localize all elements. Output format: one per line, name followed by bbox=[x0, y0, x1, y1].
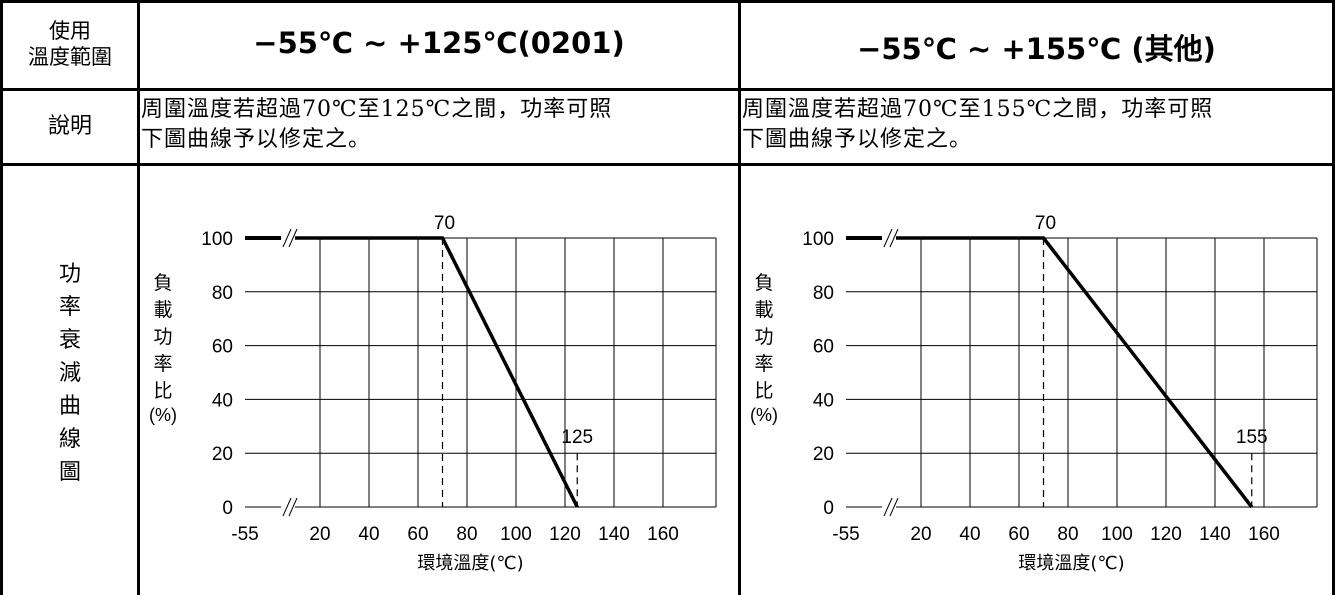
vertical-label-char: 線 bbox=[58, 427, 81, 452]
y-tick-label: 100 bbox=[802, 229, 834, 250]
x-tick-label: 40 bbox=[959, 524, 980, 545]
y-axis-label-char: 比 bbox=[754, 380, 773, 402]
x-tick-label: 120 bbox=[549, 524, 581, 545]
x-tick-label: 60 bbox=[407, 524, 428, 545]
y-axis-label-char: 率 bbox=[754, 353, 773, 375]
y-axis-label-unit: (%) bbox=[750, 405, 778, 425]
y-axis-label-char: 率 bbox=[153, 353, 172, 375]
axis-break-mark bbox=[288, 228, 298, 248]
x-tick-label: 100 bbox=[500, 524, 532, 545]
x-tick-label: 160 bbox=[1248, 524, 1280, 545]
vertical-label-char: 衰 bbox=[58, 328, 81, 353]
x-axis-label: 環境溫度(℃) bbox=[1018, 553, 1124, 574]
derating-curve bbox=[896, 236, 1254, 509]
derating-chart-0201: 0 20 40 60 80 100 -55 20 40 60 80 100 120 140 160 70 125… bbox=[149, 213, 717, 574]
x-tick-label: -55 bbox=[231, 524, 258, 545]
y-tick-label: 60 bbox=[813, 337, 834, 358]
y-axis-label-char: 功 bbox=[153, 326, 172, 348]
temp-range-other-header: −55℃ ~ +155℃ (其他) bbox=[857, 32, 1216, 66]
x-axis-label: 環境溫度(℃) bbox=[417, 553, 523, 574]
y-axis-label-char: 功 bbox=[754, 326, 773, 348]
y-tick-label: 0 bbox=[222, 498, 233, 519]
x-tick-label: 20 bbox=[309, 524, 330, 545]
axis-break-mask-bottom bbox=[278, 495, 298, 519]
y-tick-label: 100 bbox=[201, 229, 233, 250]
y-axis-label-char: 比 bbox=[153, 380, 172, 402]
table-left-border bbox=[0, 0, 3, 595]
derating-curve bbox=[295, 236, 579, 508]
axis-break-mask-bottom bbox=[879, 495, 899, 519]
y-tick-label: 80 bbox=[813, 283, 834, 304]
derating-chart-other: 0 20 40 60 80 100 -55 20 40 60 80 100 120 140 160 70 155… bbox=[750, 213, 1318, 574]
row2-divider bbox=[0, 163, 1335, 166]
vertical-label-char: 減 bbox=[58, 361, 81, 386]
axis-break-mask-top bbox=[278, 226, 298, 250]
axis-break-mark bbox=[282, 228, 292, 248]
vertical-label-char: 曲 bbox=[58, 394, 81, 419]
x-tick-label: 120 bbox=[1150, 524, 1182, 545]
axis-break-mark bbox=[282, 497, 292, 517]
table-right-border bbox=[1332, 0, 1335, 595]
vertical-label-char: 率 bbox=[58, 295, 81, 320]
y-tick-label: 80 bbox=[212, 283, 233, 304]
x-tick-label: 140 bbox=[1199, 524, 1231, 545]
axis-break-mask-top bbox=[879, 226, 899, 250]
y-tick-label: 40 bbox=[212, 390, 233, 411]
axis-break-mark bbox=[883, 228, 893, 248]
x-tick-label: 80 bbox=[456, 524, 477, 545]
y-tick-label: 60 bbox=[212, 337, 233, 358]
x-tick-label: 20 bbox=[910, 524, 931, 545]
y-axis-label-char: 負 bbox=[153, 272, 172, 294]
vertical-label-char: 功 bbox=[58, 262, 81, 287]
vertical-label-char: 圖 bbox=[58, 460, 81, 485]
temp-range-0201-header: −55℃ ~ +125℃(0201) bbox=[253, 26, 625, 60]
chart-col-divider bbox=[738, 0, 741, 595]
row1-divider bbox=[0, 88, 1335, 91]
label-col-divider bbox=[137, 0, 140, 595]
y-axis-label-unit: (%) bbox=[149, 405, 177, 425]
x-tick-label: 140 bbox=[598, 524, 630, 545]
y-tick-label: 40 bbox=[813, 390, 834, 411]
y-tick-label: 20 bbox=[813, 444, 834, 465]
description-0201: 周圍溫度若超過70℃至125℃之間，功率可照 下圖曲線予以修定之。 bbox=[141, 97, 613, 152]
x-tick-label: -55 bbox=[832, 524, 859, 545]
description-other: 周圍溫度若超過70℃至155℃之間，功率可照 下圖曲線予以修定之。 bbox=[742, 97, 1214, 152]
x-tick-label: 160 bbox=[647, 524, 679, 545]
y-axis-label-char: 載 bbox=[153, 299, 172, 321]
x-tick-label: 100 bbox=[1101, 524, 1133, 545]
knee-annotation: 70 bbox=[1035, 213, 1056, 234]
end-annotation: 125 bbox=[561, 427, 593, 448]
description-label: 說明 bbox=[47, 114, 92, 139]
axis-break-mark bbox=[889, 228, 899, 248]
table-top-border bbox=[0, 0, 1335, 3]
y-axis-label-char: 載 bbox=[754, 299, 773, 321]
y-tick-label: 0 bbox=[823, 498, 834, 519]
y-tick-label: 20 bbox=[212, 444, 233, 465]
knee-annotation: 70 bbox=[434, 213, 455, 234]
axis-break-mark bbox=[889, 497, 899, 517]
power-derating-curve-label: 功率衰減曲線圖 bbox=[55, 258, 85, 489]
x-tick-label: 40 bbox=[358, 524, 379, 545]
operating-temp-range-label: 使用 溫度範圍 bbox=[28, 19, 112, 69]
end-annotation: 155 bbox=[1236, 427, 1268, 448]
axis-break-mark bbox=[288, 497, 298, 517]
x-tick-label: 80 bbox=[1057, 524, 1078, 545]
axis-break-mark bbox=[883, 497, 893, 517]
y-axis-label-char: 負 bbox=[754, 272, 773, 294]
x-tick-label: 60 bbox=[1008, 524, 1029, 545]
